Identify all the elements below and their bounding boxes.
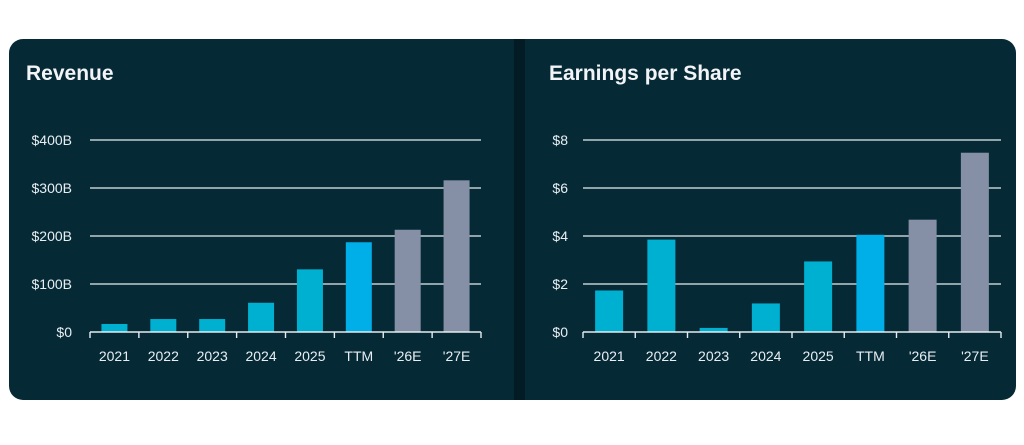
eps-x-tick-label: '27E bbox=[961, 348, 989, 364]
eps-bar bbox=[856, 234, 885, 332]
eps-bar bbox=[960, 152, 989, 332]
eps-y-tick-label: $0 bbox=[552, 324, 568, 340]
eps-x-tick-label: 2025 bbox=[803, 348, 834, 364]
revenue-x-tick-label: 2025 bbox=[294, 348, 325, 364]
eps-bar bbox=[908, 219, 937, 332]
charts-canvas: $0 $100B $200B $300B $400B 2021 2022 2023 2024 20… bbox=[32, 132, 1002, 364]
eps-chart-title: Earnings per Share bbox=[549, 62, 742, 85]
eps-bar bbox=[595, 290, 624, 332]
revenue-y-tick-label: $0 bbox=[56, 324, 72, 340]
eps-x-tick-label: TTM bbox=[856, 348, 885, 364]
eps-x-tick-label: 2021 bbox=[594, 348, 625, 364]
eps-y-tick-label: $6 bbox=[552, 180, 568, 196]
revenue-y-tick-label: $100B bbox=[32, 276, 72, 292]
eps-y-tick-label: $4 bbox=[552, 228, 568, 244]
revenue-chart-title: Revenue bbox=[26, 62, 114, 85]
revenue-bar bbox=[150, 319, 177, 332]
revenue-y-tick-label: $200B bbox=[32, 228, 72, 244]
revenue-x-tick-label: '26E bbox=[394, 348, 422, 364]
revenue-bar bbox=[199, 319, 226, 332]
revenue-x-tick-label: '27E bbox=[443, 348, 471, 364]
revenue-bar bbox=[394, 229, 421, 332]
eps-chart: $0 $2 $4 $6 $8 2021 2022 2023 2024 2025 TTM '26E '27… bbox=[552, 132, 1002, 364]
revenue-x-tick-label: 2022 bbox=[148, 348, 179, 364]
revenue-y-tick-label: $400B bbox=[32, 132, 72, 148]
revenue-bar bbox=[345, 242, 372, 332]
revenue-x-tick-label: 2024 bbox=[245, 348, 276, 364]
revenue-bar bbox=[248, 302, 275, 332]
revenue-y-tick-label: $300B bbox=[32, 180, 72, 196]
eps-x-tick-label: 2023 bbox=[698, 348, 729, 364]
panel-divider bbox=[514, 39, 525, 400]
revenue-x-tick-label: TTM bbox=[344, 348, 373, 364]
eps-bar bbox=[804, 261, 833, 332]
eps-x-tick-label: 2024 bbox=[750, 348, 781, 364]
revenue-chart: $0 $100B $200B $300B $400B 2021 2022 2023 2024 20… bbox=[32, 132, 482, 364]
revenue-bar bbox=[443, 180, 470, 332]
eps-y-tick-label: $2 bbox=[552, 276, 568, 292]
eps-bar bbox=[699, 327, 728, 332]
eps-y-tick-label: $8 bbox=[552, 132, 568, 148]
revenue-bar bbox=[296, 269, 323, 332]
eps-bar bbox=[751, 303, 780, 332]
revenue-x-tick-label: 2021 bbox=[99, 348, 130, 364]
charts-container: Revenue Earnings per Share $0 $100B $200B $… bbox=[9, 39, 1016, 400]
eps-x-tick-label: 2022 bbox=[646, 348, 677, 364]
eps-x-tick-label: '26E bbox=[909, 348, 937, 364]
eps-bar bbox=[647, 239, 676, 332]
revenue-x-tick-label: 2023 bbox=[197, 348, 228, 364]
revenue-bar bbox=[101, 323, 128, 332]
